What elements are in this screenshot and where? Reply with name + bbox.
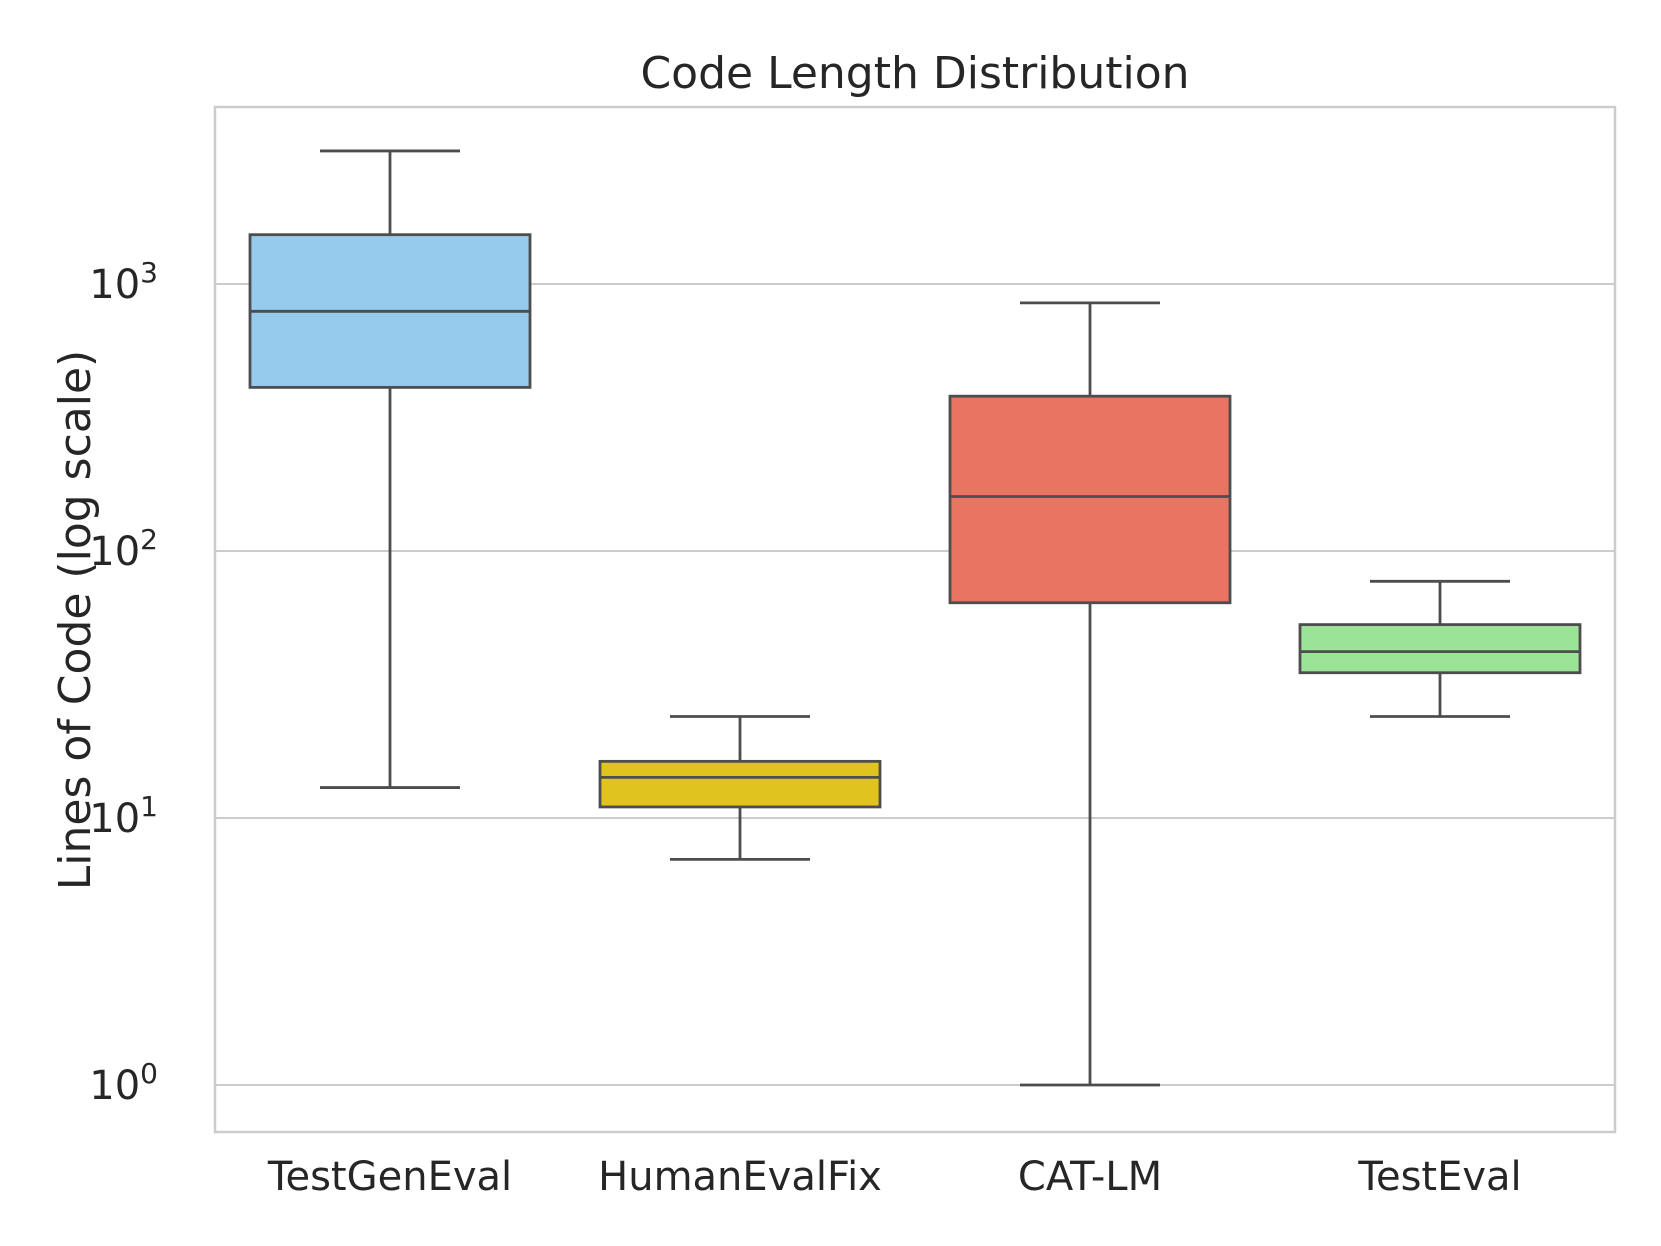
x-axis-ticks: TestGenEval HumanEvalFix CAT-LM TestEval	[267, 1154, 1522, 1200]
x-tick-label-2: CAT-LM	[1018, 1154, 1162, 1200]
y-tick-label-0: 100	[89, 1057, 158, 1109]
x-tick-label-0: TestGenEval	[267, 1154, 512, 1200]
box-CAT-LM	[948, 301, 1232, 1087]
y-tick-label-2: 102	[89, 523, 158, 575]
box-TestGenEval	[248, 149, 532, 789]
iqr-box	[1298, 623, 1582, 675]
plot-frame	[213, 105, 1617, 1134]
y-axis-ticks: 100 101 102 103	[89, 256, 158, 1109]
iqr-box	[598, 759, 882, 809]
iqr-box	[948, 394, 1232, 605]
x-tick-label-3: TestEval	[1357, 1154, 1521, 1200]
boxes-group	[248, 149, 1582, 1087]
x-tick-label-1: HumanEvalFix	[598, 1154, 882, 1200]
grid-lines	[215, 283, 1615, 1086]
y-tick-label-1: 101	[89, 790, 158, 842]
y-tick-label-3: 103	[89, 256, 158, 308]
y-axis-label: Lines of Code (log scale)	[50, 350, 101, 890]
box-TestEval	[1298, 579, 1582, 718]
box-HumanEvalFix	[598, 715, 882, 861]
chart-title: Code Length Distribution	[640, 48, 1189, 99]
